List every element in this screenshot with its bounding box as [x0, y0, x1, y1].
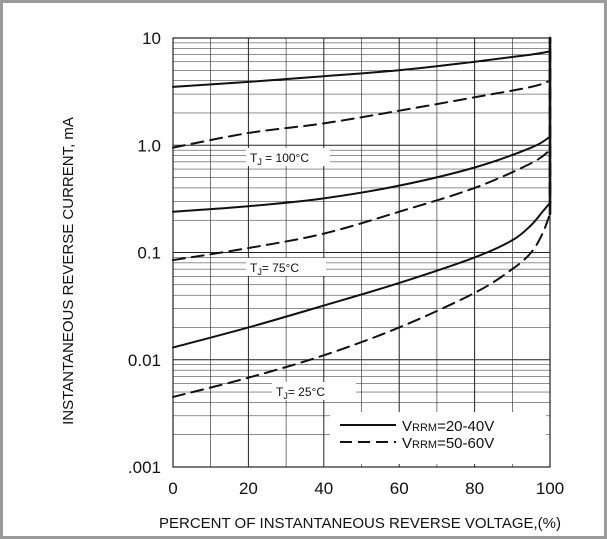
x-axis-title: PERCENT OF INSTANTANEOUS REVERSE VOLTAGE… — [159, 515, 561, 532]
annotation-tj25: TJ= 25°C — [272, 382, 356, 401]
svg-text:TJ = 100°C: TJ = 100°C — [250, 151, 309, 167]
series-line-25c-solid — [172, 201, 551, 349]
x-tick-label: 80 — [465, 479, 484, 498]
plot-border — [172, 37, 551, 468]
series-line-75c-dashed — [172, 149, 551, 262]
series-line-100c-solid — [172, 50, 551, 88]
x-tick-label: 100 — [536, 479, 564, 498]
svg-text:TJ= 75°C: TJ= 75°C — [250, 261, 299, 277]
svg-text:TJ= 25°C: TJ= 25°C — [276, 385, 325, 401]
annotation-tj75: TJ= 75°C — [246, 258, 326, 277]
y-tick-label: 1.0 — [137, 136, 161, 155]
y-axis-title: INSTANTANEOUS REVERSE CURRENT, mA — [60, 117, 77, 425]
y-tick-label: .001 — [128, 458, 161, 477]
series-line-25c-dashed — [172, 212, 551, 398]
legend-dashed-label: VRRM=50-60V — [402, 435, 494, 452]
series-line-100c-dashed — [172, 79, 551, 149]
x-tick-label: 40 — [314, 479, 333, 498]
series-lines — [172, 36, 552, 398]
y-tick-label: 10 — [142, 29, 161, 48]
y-tick-label: 0.01 — [128, 351, 161, 370]
tick-labels: 0 20 40 60 80 100 .001 0.01 0.1 1.0 10 — [128, 29, 564, 498]
series-line-75c-solid — [172, 135, 551, 213]
x-tick-label: 60 — [390, 479, 409, 498]
annotation-tj100: TJ = 100°C — [246, 148, 330, 167]
y-tick-label: 0.1 — [137, 244, 161, 263]
x-tick-label: 0 — [168, 479, 177, 498]
x-tick-label: 20 — [239, 479, 258, 498]
legend-solid-label: VRRM=20-40V — [402, 418, 494, 435]
grid — [172, 37, 551, 468]
legend: VRRM=20-40V VRRM=50-60V — [330, 412, 546, 464]
